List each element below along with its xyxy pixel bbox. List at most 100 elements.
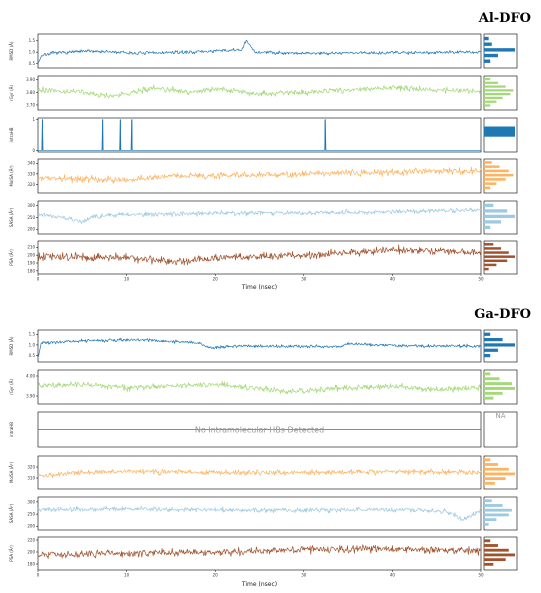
hist-bar xyxy=(484,499,492,503)
hist-bar xyxy=(484,220,502,224)
hist-bar xyxy=(484,562,494,566)
panel-frame xyxy=(37,240,482,275)
hist-bar xyxy=(484,42,492,46)
y-tick-label: 3.90 xyxy=(26,77,35,82)
y-axis-label: intraHB xyxy=(9,422,14,437)
x-tick-label: 30 xyxy=(301,277,307,282)
y-tick-label: 0.5 xyxy=(29,353,36,358)
series-line xyxy=(37,380,482,395)
panel-1-0: RMSD (Å) 1.5 1.0 0.5 xyxy=(9,329,518,363)
x-tick-label: 10 xyxy=(124,277,130,282)
hist-bar xyxy=(484,481,495,485)
panel-0-5: PSA (Å²) 210 200 190 180 xyxy=(9,240,518,275)
y-axis-label: PSA (Å²) xyxy=(9,249,14,266)
hist-bar xyxy=(484,338,503,342)
y-axis-label: PSA (Å²) xyxy=(9,545,14,562)
hist-bar xyxy=(484,467,509,471)
hist-bar xyxy=(484,354,491,358)
y-tick-label: 200 xyxy=(27,227,35,232)
hist-bar xyxy=(484,259,508,263)
hist-bar xyxy=(484,53,498,58)
x-tick-label: 40 xyxy=(390,573,396,578)
hist-bar xyxy=(484,126,515,137)
hist-bar xyxy=(484,544,498,547)
y-tick-label: 4.00 xyxy=(26,373,35,378)
y-tick-label: 0.5 xyxy=(29,61,36,66)
y-tick-label: 210 xyxy=(27,245,35,250)
y-tick-label: 180 xyxy=(27,561,35,566)
y-tick-label: 250 xyxy=(27,215,35,220)
x-tick-label: 0 xyxy=(37,573,40,578)
hist-bar xyxy=(484,93,511,96)
hist-bar xyxy=(484,548,509,552)
series-line xyxy=(37,84,482,99)
hist-bar xyxy=(484,539,491,543)
y-tick-label: 190 xyxy=(27,260,35,265)
hist-bar xyxy=(484,263,497,267)
hist-bar xyxy=(484,48,515,52)
x-tick-label: 40 xyxy=(390,277,396,282)
y-tick-label: 200 xyxy=(27,549,35,554)
x-tick-label: 50 xyxy=(478,277,484,282)
x-axis-label: Time (nsec) xyxy=(241,581,277,588)
panel-frame xyxy=(37,117,482,153)
series-line xyxy=(37,166,482,184)
hist-bar xyxy=(484,96,503,100)
hist-bar xyxy=(484,186,491,190)
hist-bar xyxy=(484,387,515,390)
y-axis-label: SASA (Å²) xyxy=(9,207,14,227)
y-tick-label: 320 xyxy=(27,182,35,187)
hist-bar xyxy=(484,173,514,177)
hist-bar xyxy=(484,182,497,185)
hist-bar xyxy=(484,104,491,107)
hist-bar xyxy=(484,504,503,507)
hist-bar xyxy=(484,372,491,376)
hist-bar xyxy=(484,382,512,386)
hist-bar xyxy=(484,472,515,476)
panel-frame xyxy=(37,455,482,490)
series-line xyxy=(38,119,481,151)
hist-bar xyxy=(484,214,515,219)
panel-frame xyxy=(37,536,482,571)
na-label: NA xyxy=(495,412,505,420)
hist-bar xyxy=(484,343,515,347)
panel-frame xyxy=(37,329,482,363)
hist-bar xyxy=(484,513,509,517)
y-tick-label: 1.5 xyxy=(29,332,36,337)
y-axis-label: rGyr (Å) xyxy=(9,379,14,395)
y-axis-label: intraHB xyxy=(9,127,14,142)
hist-bar xyxy=(484,267,489,271)
hist-bar xyxy=(484,209,508,213)
y-axis-label: rGyr (Å) xyxy=(9,85,14,101)
hist-bar xyxy=(484,458,491,462)
y-tick-label: 310 xyxy=(27,475,35,480)
series-line xyxy=(37,468,482,478)
hist-bar xyxy=(484,85,506,88)
hist-bar xyxy=(484,161,492,164)
panel-frame xyxy=(37,75,482,111)
y-tick-label: 330 xyxy=(27,171,35,176)
x-axis-label: Time (nsec) xyxy=(241,284,277,291)
y-tick-label: 340 xyxy=(27,161,35,166)
y-axis-label: RMSD (Å) xyxy=(9,41,14,60)
al-dfo-figure: Al-DFO RMSD (Å) 1.5 1.0 0.5 rGyr (Å) 3.90 3.80… xyxy=(9,11,531,291)
al-dfo-title: Al-DFO xyxy=(478,11,531,26)
panel-frame xyxy=(37,33,482,69)
hist-bar xyxy=(484,59,491,63)
hist-bar xyxy=(484,332,491,336)
ga-dfo-title: Ga-DFO xyxy=(474,307,531,322)
hist-bar xyxy=(484,508,512,512)
panel-frame xyxy=(37,496,482,531)
hist-bar xyxy=(484,463,498,466)
hist-bar xyxy=(484,243,494,246)
y-tick-label: 1.0 xyxy=(29,50,36,55)
hist-bar xyxy=(484,522,489,526)
hist-bar xyxy=(484,391,503,395)
panel-frame xyxy=(37,369,482,405)
no-hb-note: No Intramolecular HBs Detected xyxy=(195,426,324,435)
y-tick-label: 1.0 xyxy=(29,342,36,347)
series-line xyxy=(37,244,482,266)
x-tick-label: 0 xyxy=(37,277,40,282)
series-line xyxy=(37,39,482,65)
x-tick-label: 30 xyxy=(301,573,307,578)
